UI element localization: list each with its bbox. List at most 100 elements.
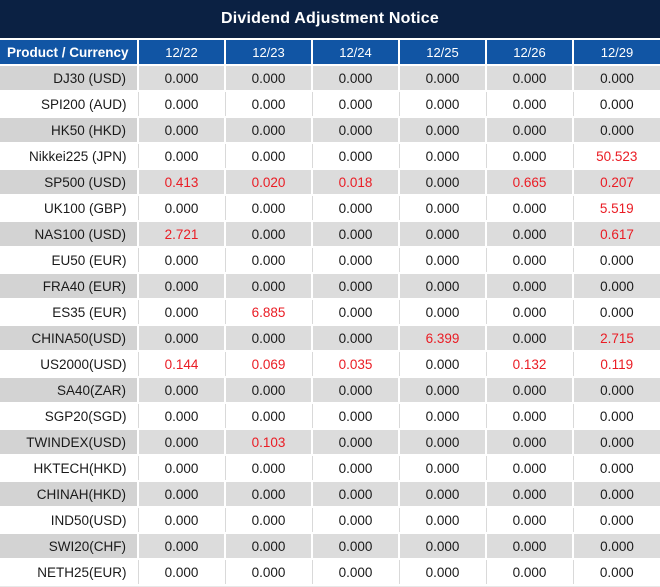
value-cell: 0.000 (138, 429, 226, 456)
value-cell: 5.519 (573, 195, 660, 222)
column-header-date: 12/23 (225, 40, 313, 66)
table-row: CHINA50(USD) 0.000 0.000 0.000 6.399 0.000 2.7… (0, 325, 660, 352)
product-cell: HKTECH(HKD) (0, 455, 139, 482)
value-cell: 0.000 (312, 117, 400, 144)
value-cell: 0.000 (573, 91, 660, 118)
value-cell: 0.000 (399, 299, 487, 326)
table-row: US2000(USD) 0.144 0.069 0.035 0.000 0.132 0.11… (0, 351, 660, 378)
value-cell: 0.103 (225, 429, 313, 456)
value-cell: 0.000 (486, 65, 574, 92)
product-cell: US2000(USD) (0, 351, 139, 378)
value-cell: 0.000 (138, 299, 226, 326)
value-cell: 0.000 (399, 533, 487, 560)
value-cell: 0.000 (138, 273, 226, 300)
product-cell: TWINDEX(USD) (0, 429, 139, 456)
table-row: EU50 (EUR) 0.000 0.000 0.000 0.000 0.000 0.000 (0, 247, 660, 274)
value-cell: 0.000 (312, 195, 400, 222)
value-cell: 0.000 (312, 403, 400, 430)
value-cell: 0.000 (573, 273, 660, 300)
product-cell: SGP20(SGD) (0, 403, 139, 430)
value-cell: 0.000 (486, 273, 574, 300)
header-row: Product / Currency 12/22 12/23 12/24 12/25 1… (0, 40, 660, 66)
value-cell: 0.413 (138, 169, 226, 196)
value-cell: 0.000 (312, 221, 400, 248)
value-cell: 0.000 (399, 221, 487, 248)
value-cell: 0.000 (573, 65, 660, 92)
product-cell: EU50 (EUR) (0, 247, 139, 274)
value-cell: 0.000 (399, 195, 487, 222)
value-cell: 0.000 (399, 481, 487, 508)
value-cell: 0.000 (399, 559, 487, 586)
table-row: FRA40 (EUR) 0.000 0.000 0.000 0.000 0.000 0.00… (0, 273, 660, 300)
value-cell: 0.000 (138, 533, 226, 560)
value-cell: 0.000 (312, 247, 400, 274)
column-header-date: 12/24 (312, 40, 400, 66)
value-cell: 0.000 (399, 91, 487, 118)
value-cell: 0.000 (312, 533, 400, 560)
table-body: DJ30 (USD) 0.000 0.000 0.000 0.000 0.000 0.000… (0, 65, 660, 586)
value-cell: 0.000 (225, 117, 313, 144)
product-cell: SP500 (USD) (0, 169, 139, 196)
value-cell: 0.000 (138, 377, 226, 404)
value-cell: 0.000 (399, 117, 487, 144)
value-cell: 6.885 (225, 299, 313, 326)
value-cell: 0.000 (225, 533, 313, 560)
product-cell: SPI200 (AUD) (0, 91, 139, 118)
table-row: SA40(ZAR) 0.000 0.000 0.000 0.000 0.000 0.000 (0, 377, 660, 404)
value-cell: 0.000 (573, 533, 660, 560)
value-cell: 0.000 (225, 195, 313, 222)
value-cell: 0.018 (312, 169, 400, 196)
value-cell: 0.000 (573, 403, 660, 430)
value-cell: 0.000 (225, 273, 313, 300)
column-header-date: 12/22 (138, 40, 226, 66)
value-cell: 0.000 (225, 403, 313, 430)
product-cell: FRA40 (EUR) (0, 273, 139, 300)
value-cell: 0.000 (486, 91, 574, 118)
value-cell: 0.000 (225, 65, 313, 92)
value-cell: 0.132 (486, 351, 574, 378)
value-cell: 0.000 (486, 221, 574, 248)
value-cell: 0.000 (486, 559, 574, 586)
value-cell: 0.000 (312, 481, 400, 508)
value-cell: 0.069 (225, 351, 313, 378)
value-cell: 0.000 (312, 455, 400, 482)
value-cell: 0.000 (138, 325, 226, 352)
value-cell: 0.020 (225, 169, 313, 196)
value-cell: 0.000 (225, 247, 313, 274)
value-cell: 0.000 (486, 533, 574, 560)
value-cell: 0.000 (573, 117, 660, 144)
value-cell: 0.000 (399, 351, 487, 378)
value-cell: 0.000 (138, 195, 226, 222)
value-cell: 0.000 (486, 403, 574, 430)
value-cell: 0.119 (573, 351, 660, 378)
value-cell: 0.000 (573, 377, 660, 404)
table-row: SP500 (USD) 0.413 0.020 0.018 0.000 0.665 0.20… (0, 169, 660, 196)
product-cell: Nikkei225 (JPN) (0, 143, 139, 170)
value-cell: 0.000 (312, 377, 400, 404)
dividend-table: Product / Currency 12/22 12/23 12/24 12/25 1… (0, 40, 660, 586)
product-cell: IND50(USD) (0, 507, 139, 534)
table-row: NAS100 (USD) 2.721 0.000 0.000 0.000 0.000 0.6… (0, 221, 660, 248)
value-cell: 0.000 (399, 429, 487, 456)
product-cell: ES35 (EUR) (0, 299, 139, 326)
value-cell: 0.000 (399, 403, 487, 430)
value-cell: 0.000 (138, 507, 226, 534)
value-cell: 2.721 (138, 221, 226, 248)
value-cell: 0.665 (486, 169, 574, 196)
value-cell: 0.000 (312, 559, 400, 586)
value-cell: 0.000 (399, 507, 487, 534)
value-cell: 0.000 (399, 65, 487, 92)
product-cell: SWI20(CHF) (0, 533, 139, 560)
product-cell: CHINA50(USD) (0, 325, 139, 352)
value-cell: 0.000 (312, 143, 400, 170)
table-row: NETH25(EUR) 0.000 0.000 0.000 0.000 0.000 0.00… (0, 559, 660, 586)
value-cell: 0.000 (573, 559, 660, 586)
value-cell: 0.000 (573, 299, 660, 326)
value-cell: 0.000 (225, 507, 313, 534)
value-cell: 0.000 (312, 273, 400, 300)
value-cell: 0.000 (399, 143, 487, 170)
value-cell: 0.000 (312, 429, 400, 456)
table-row: SPI200 (AUD) 0.000 0.000 0.000 0.000 0.000 0.0… (0, 91, 660, 118)
column-header-date: 12/25 (399, 40, 487, 66)
